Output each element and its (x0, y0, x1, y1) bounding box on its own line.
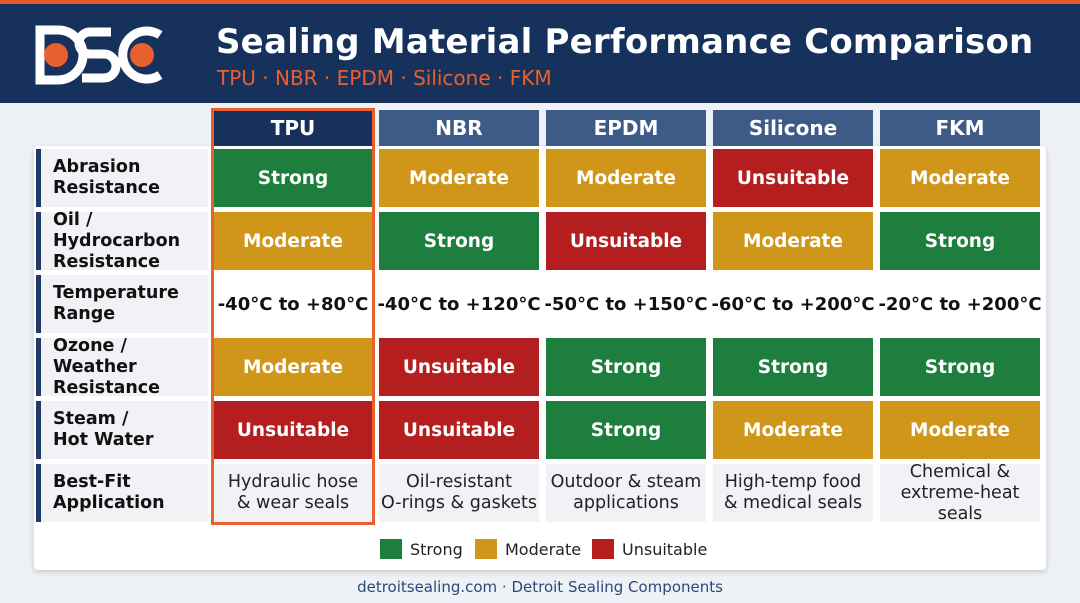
row-label-abrasion-resistance: Abrasion Resistance (36, 149, 208, 207)
legend-swatch-unsuitable (592, 539, 614, 559)
cell-silicone-oil-hydrocarbon: Moderate (713, 212, 873, 270)
legend-swatch-strong (380, 539, 402, 559)
cell-epdm-oil-hydrocarbon: Unsuitable (546, 212, 706, 270)
column-header-tpu: TPU (213, 110, 373, 146)
cell-tpu-steam: Unsuitable (213, 401, 373, 459)
cell-nbr-temperature: -40°C to +120°C (377, 275, 541, 333)
cell-nbr-steam: Unsuitable (379, 401, 539, 459)
cell-nbr-abrasion: Moderate (379, 149, 539, 207)
cell-fkm-ozone-weather: Strong (880, 338, 1040, 396)
row-label-oil-hydrocarbon-resistance: Oil / Hydrocarbon Resistance (36, 210, 208, 272)
column-header-nbr: NBR (379, 110, 539, 146)
cell-epdm-ozone-weather: Strong (546, 338, 706, 396)
cell-epdm-best-fit: Outdoor & steam applications (546, 464, 706, 522)
cell-nbr-best-fit: Oil-resistant O-rings & gaskets (379, 464, 539, 522)
cell-fkm-oil-hydrocarbon: Strong (880, 212, 1040, 270)
column-header-epdm: EPDM (546, 110, 706, 146)
cell-nbr-oil-hydrocarbon: Strong (379, 212, 539, 270)
legend-label: Moderate (505, 539, 582, 559)
cell-tpu-ozone-weather: Moderate (213, 338, 373, 396)
header-banner: Sealing Material Performance Comparison … (0, 4, 1080, 103)
cell-epdm-abrasion: Moderate (546, 149, 706, 207)
cell-fkm-abrasion: Moderate (880, 149, 1040, 207)
cell-epdm-steam: Strong (546, 401, 706, 459)
row-label-best-fit-application: Best-Fit Application (36, 464, 208, 522)
legend-item-moderate: Moderate (475, 538, 581, 560)
cell-fkm-steam: Moderate (880, 401, 1040, 459)
row-label-ozone-weather-resistance: Ozone / Weather Resistance (36, 336, 208, 398)
cell-nbr-ozone-weather: Unsuitable (379, 338, 539, 396)
legend-item-strong: Strong (380, 538, 463, 560)
cell-epdm-temperature: -50°C to +150°C (544, 275, 708, 333)
cell-tpu-best-fit: Hydraulic hose & wear seals (213, 464, 373, 522)
legend-swatch-moderate (475, 539, 497, 559)
cell-fkm-best-fit: Chemical & extreme-heat seals (880, 462, 1040, 524)
cell-tpu-temperature: -40°C to +80°C (213, 275, 373, 333)
row-label-temperature-range: Temperature Range (36, 275, 208, 333)
column-header-fkm: FKM (880, 110, 1040, 146)
column-header-silicone: Silicone (713, 110, 873, 146)
legend-item-unsuitable: Unsuitable (592, 538, 707, 560)
cell-silicone-steam: Moderate (713, 401, 873, 459)
page-subtitle: TPU · NBR · EPDM · Silicone · FKM (217, 66, 552, 90)
cell-tpu-abrasion: Strong (213, 149, 373, 207)
company-logo (35, 25, 163, 85)
cell-tpu-oil-hydrocarbon: Moderate (213, 212, 373, 270)
page-title: Sealing Material Performance Comparison (216, 22, 1034, 62)
cell-fkm-temperature: -20°C to +200°C (878, 275, 1042, 333)
row-label-steam-hot-water: Steam / Hot Water (36, 401, 208, 459)
footer-credit: detroitsealing.com · Detroit Sealing Com… (357, 578, 723, 596)
cell-silicone-best-fit: High-temp food & medical seals (713, 464, 873, 522)
legend-label: Unsuitable (622, 539, 708, 559)
legend-label: Strong (410, 539, 463, 559)
cell-silicone-temperature: -60°C to +200°C (711, 275, 875, 333)
accent-top-line (0, 0, 1080, 4)
cell-silicone-ozone-weather: Strong (713, 338, 873, 396)
cell-silicone-abrasion: Unsuitable (713, 149, 873, 207)
